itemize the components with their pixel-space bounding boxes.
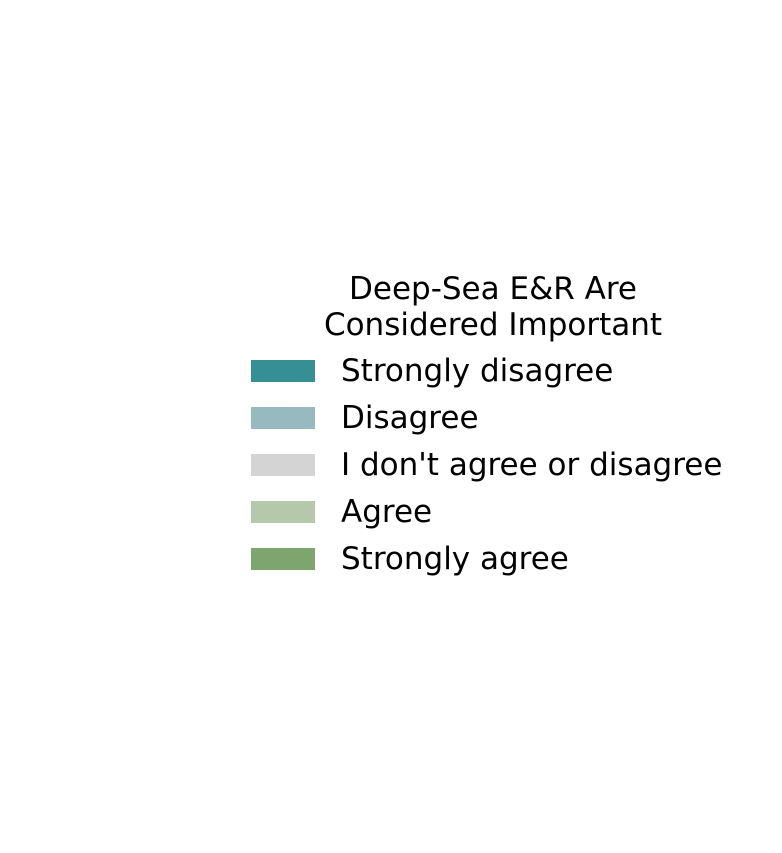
legend-label: Strongly disagree	[341, 353, 614, 389]
legend-label: Strongly agree	[341, 541, 569, 577]
legend-entry: Strongly agree	[250, 541, 750, 581]
legend-swatch-strongly-disagree	[251, 360, 315, 382]
legend-entry: Agree	[250, 494, 750, 534]
legend-swatch-strongly-agree	[251, 548, 315, 570]
legend-entry: I don't agree or disagree	[250, 447, 750, 487]
legend-title: Deep-Sea E&R Are Considered Important	[250, 271, 736, 343]
legend-swatch-neutral	[251, 454, 315, 476]
legend-label: I don't agree or disagree	[341, 447, 723, 483]
legend-swatch-agree	[251, 501, 315, 523]
legend-entry: Disagree	[250, 400, 750, 440]
legend-entry: Strongly disagree	[250, 353, 750, 393]
legend-title-line-1: Deep-Sea E&R Are	[349, 271, 637, 307]
legend-label: Disagree	[341, 400, 479, 436]
legend-swatch-disagree	[251, 407, 315, 429]
legend-title-line-2: Considered Important	[323, 307, 663, 343]
legend-label: Agree	[341, 494, 433, 530]
